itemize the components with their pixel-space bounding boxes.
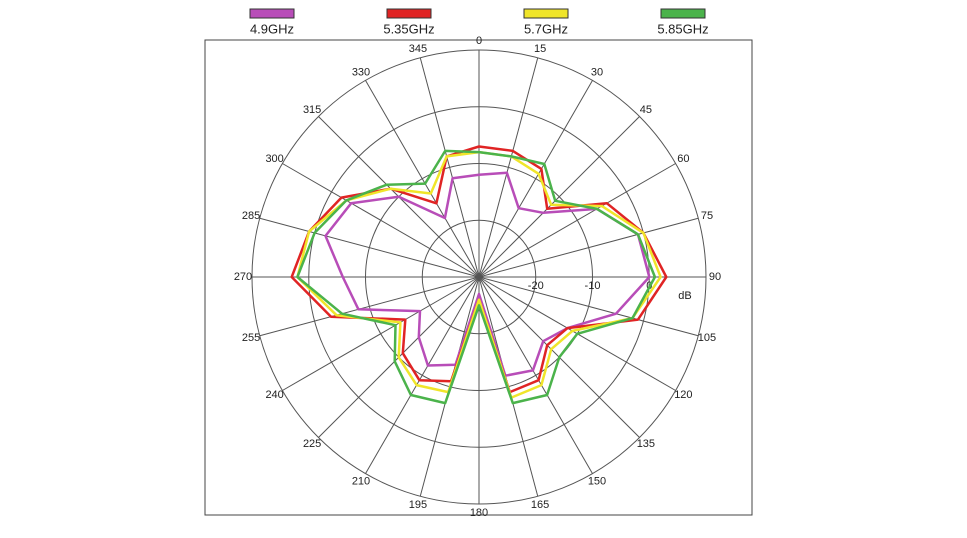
plot-frame (204, 39, 753, 516)
legend-swatch (249, 8, 295, 19)
theta-tick-label: 345 (409, 43, 427, 55)
spoke (282, 276, 480, 391)
theta-tick-label: 15 (534, 43, 546, 55)
pattern-line (296, 149, 657, 405)
legend-swatch (523, 8, 569, 19)
theta-tick-label: 60 (677, 153, 689, 165)
theta-tick-label: 270 (234, 271, 252, 283)
theta-tick-label: 0 (476, 35, 482, 47)
theta-tick-label: 195 (409, 499, 427, 511)
spoke (478, 57, 539, 278)
spoke (478, 217, 699, 278)
theta-tick-label: 225 (303, 438, 321, 450)
theta-tick-label: 165 (531, 499, 549, 511)
theta-tick-label: 240 (265, 389, 283, 401)
spoke (419, 57, 480, 278)
spoke (478, 276, 593, 474)
theta-tick-label: 180 (470, 507, 488, 519)
theta-tick-label: 135 (637, 438, 655, 450)
theta-tick-label: 105 (698, 332, 716, 344)
legend-label: 5.35GHz (383, 21, 434, 36)
theta-tick-label: 300 (265, 153, 283, 165)
legend-swatch (660, 8, 706, 19)
theta-tick-label: 45 (640, 104, 652, 116)
spoke (478, 80, 593, 278)
legend-label: 5.7GHz (524, 21, 568, 36)
theta-tick-label: 150 (588, 475, 606, 487)
r-tick-label: -20 (528, 280, 544, 292)
legend-label: 5.85GHz (657, 21, 708, 36)
theta-tick-label: 120 (674, 389, 692, 401)
spoke (259, 217, 480, 278)
legend-swatch (386, 8, 432, 19)
legend-label: 4.9GHz (250, 21, 294, 36)
spoke (478, 116, 640, 278)
r-axis-label: dB (678, 290, 691, 302)
theta-tick-label: 30 (591, 67, 603, 79)
r-tick-label: -10 (585, 280, 601, 292)
spoke (365, 80, 480, 278)
theta-tick-label: 75 (701, 210, 713, 222)
theta-tick-label: 330 (352, 67, 370, 79)
spoke (259, 276, 480, 337)
spoke (478, 276, 699, 337)
theta-tick-label: 90 (709, 271, 721, 283)
spoke (365, 276, 480, 474)
theta-tick-label: 210 (352, 475, 370, 487)
theta-tick-label: 285 (242, 210, 260, 222)
spoke (478, 163, 676, 278)
theta-tick-label: 315 (303, 104, 321, 116)
theta-tick-label: 255 (242, 332, 260, 344)
spoke (282, 163, 480, 278)
